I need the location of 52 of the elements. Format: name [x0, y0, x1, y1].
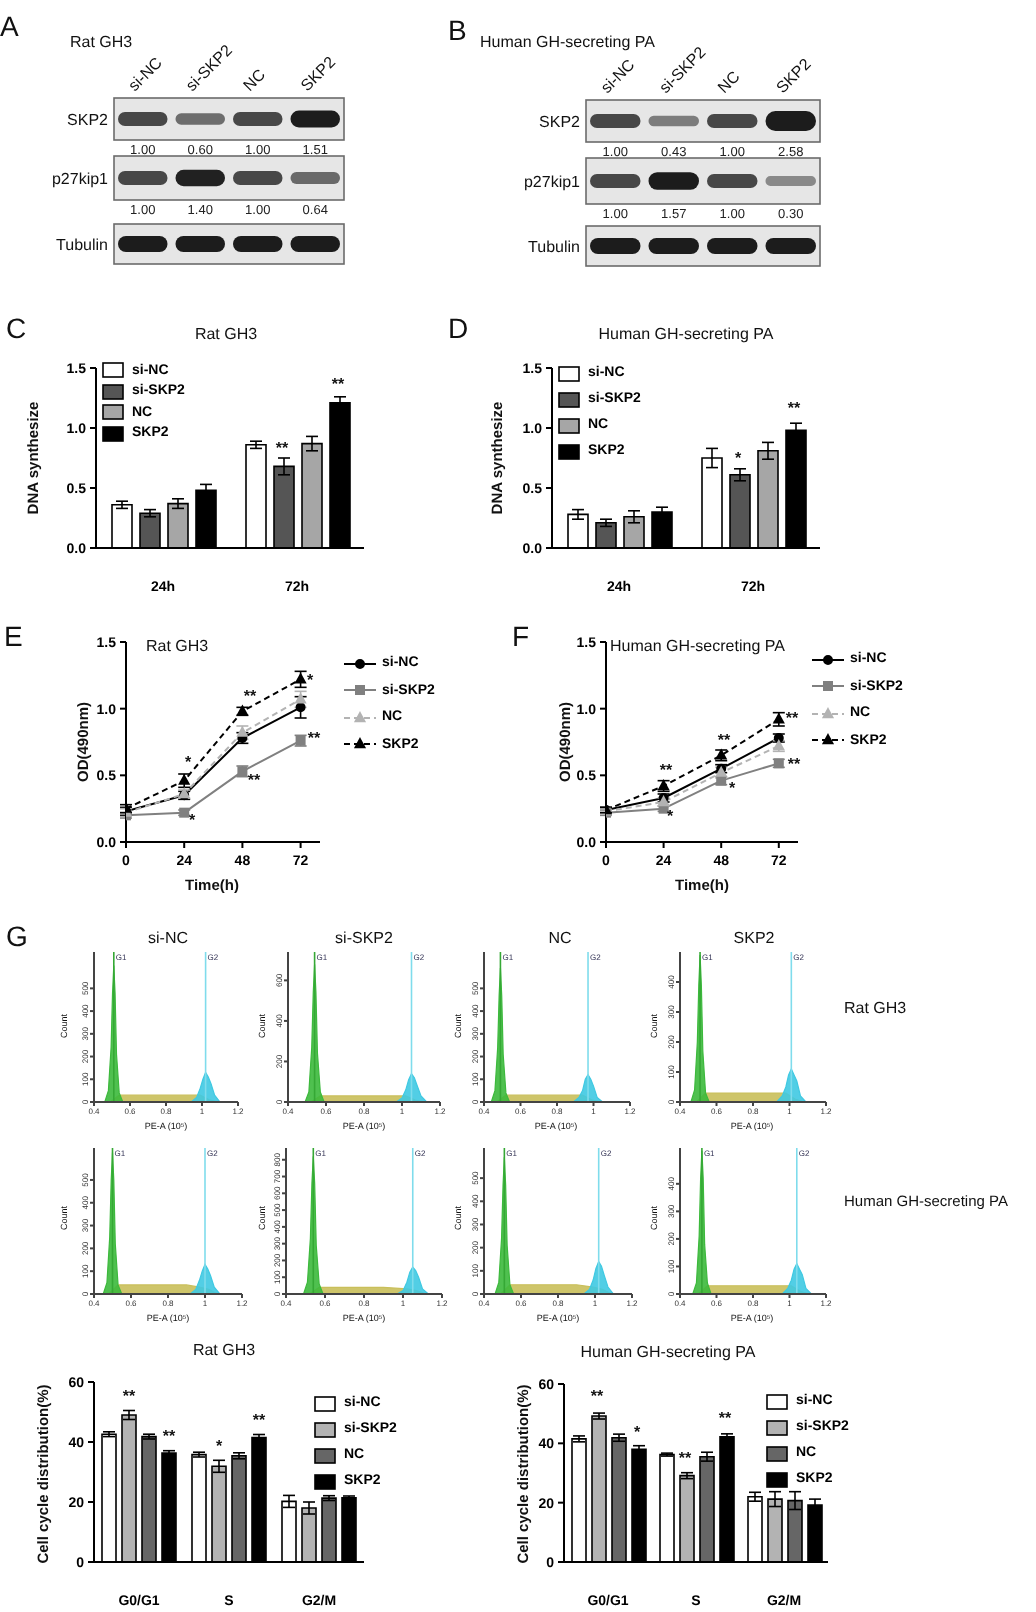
chart-title: Rat GH3 — [192, 1341, 256, 1361]
chart-title: Rat GH3 — [194, 325, 258, 345]
annotation: * — [633, 1423, 641, 1443]
chart-title: SKP2 — [733, 929, 775, 949]
legend-label: p27kip1 — [51, 170, 110, 188]
chart-title: Rat GH3 — [146, 637, 209, 657]
annotation: ** — [243, 686, 257, 706]
annotation: * — [728, 778, 736, 798]
annotation: * — [666, 806, 674, 826]
category-label: NC — [239, 65, 270, 95]
annotation: ** — [252, 1410, 266, 1430]
annotation: ** — [122, 1387, 136, 1407]
text: F — [512, 620, 530, 653]
text: Rat GH3 — [70, 33, 133, 53]
annotation: ** — [785, 708, 799, 728]
legend-label: SKP2 — [539, 113, 582, 131]
chart-title: si-SKP2 — [335, 929, 393, 949]
legend-label: Tubulin — [528, 238, 580, 256]
chart-title: Human GH-secreting PA — [598, 325, 774, 345]
category-label: NC — [714, 67, 744, 97]
annotation: * — [306, 670, 314, 690]
annotation: ** — [717, 730, 731, 750]
annotation: ** — [247, 770, 261, 790]
text: A — [0, 10, 19, 43]
text: G — [6, 920, 28, 953]
annotation: ** — [678, 1449, 692, 1469]
annotation: * — [188, 811, 196, 831]
text: B — [448, 14, 467, 47]
annotation: ** — [590, 1387, 604, 1407]
annotation: ** — [787, 755, 801, 775]
chart-title: si-NC — [148, 929, 188, 949]
annotation: ** — [718, 1409, 732, 1429]
chart-title: Human GH-secreting PA — [610, 637, 785, 657]
annotation: ** — [787, 399, 801, 419]
text: D — [448, 312, 469, 345]
annotation: ** — [307, 729, 321, 749]
annotation: * — [184, 753, 192, 773]
legend-label: SKP2 — [67, 111, 110, 129]
text: Rat GH3 — [844, 999, 907, 1019]
annotation: ** — [331, 375, 345, 395]
annotation: * — [215, 1437, 223, 1457]
legend-label: Tubulin — [56, 236, 108, 254]
annotation: ** — [162, 1427, 176, 1447]
chart-title: NC — [548, 929, 572, 949]
text: Human GH-secreting PA — [480, 33, 655, 53]
text: E — [4, 620, 23, 653]
annotation: ** — [275, 438, 289, 458]
legend-label: p27kip1 — [523, 173, 582, 191]
annotation: * — [734, 449, 742, 469]
chart-title: Human GH-secreting PA — [580, 1343, 756, 1363]
text: C — [6, 312, 27, 345]
annotation: ** — [659, 761, 673, 781]
